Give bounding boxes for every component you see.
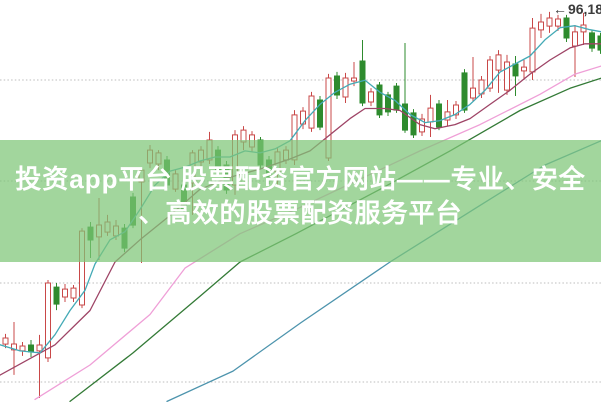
page-title-line-1: 投资app平台 股票配资官方网站——专业、安全 <box>15 164 586 194</box>
left-arrow-icon: ← <box>552 1 567 17</box>
page-title-line-2: 、高效的股票配资服务平台 <box>138 198 463 228</box>
price-label: 96,18 <box>567 1 601 17</box>
title-overlay-band: 投资app平台 股票配资官方网站——专业、安全 、高效的股票配资服务平台 <box>0 140 601 262</box>
price-annotation: ←96,18 <box>553 1 601 17</box>
